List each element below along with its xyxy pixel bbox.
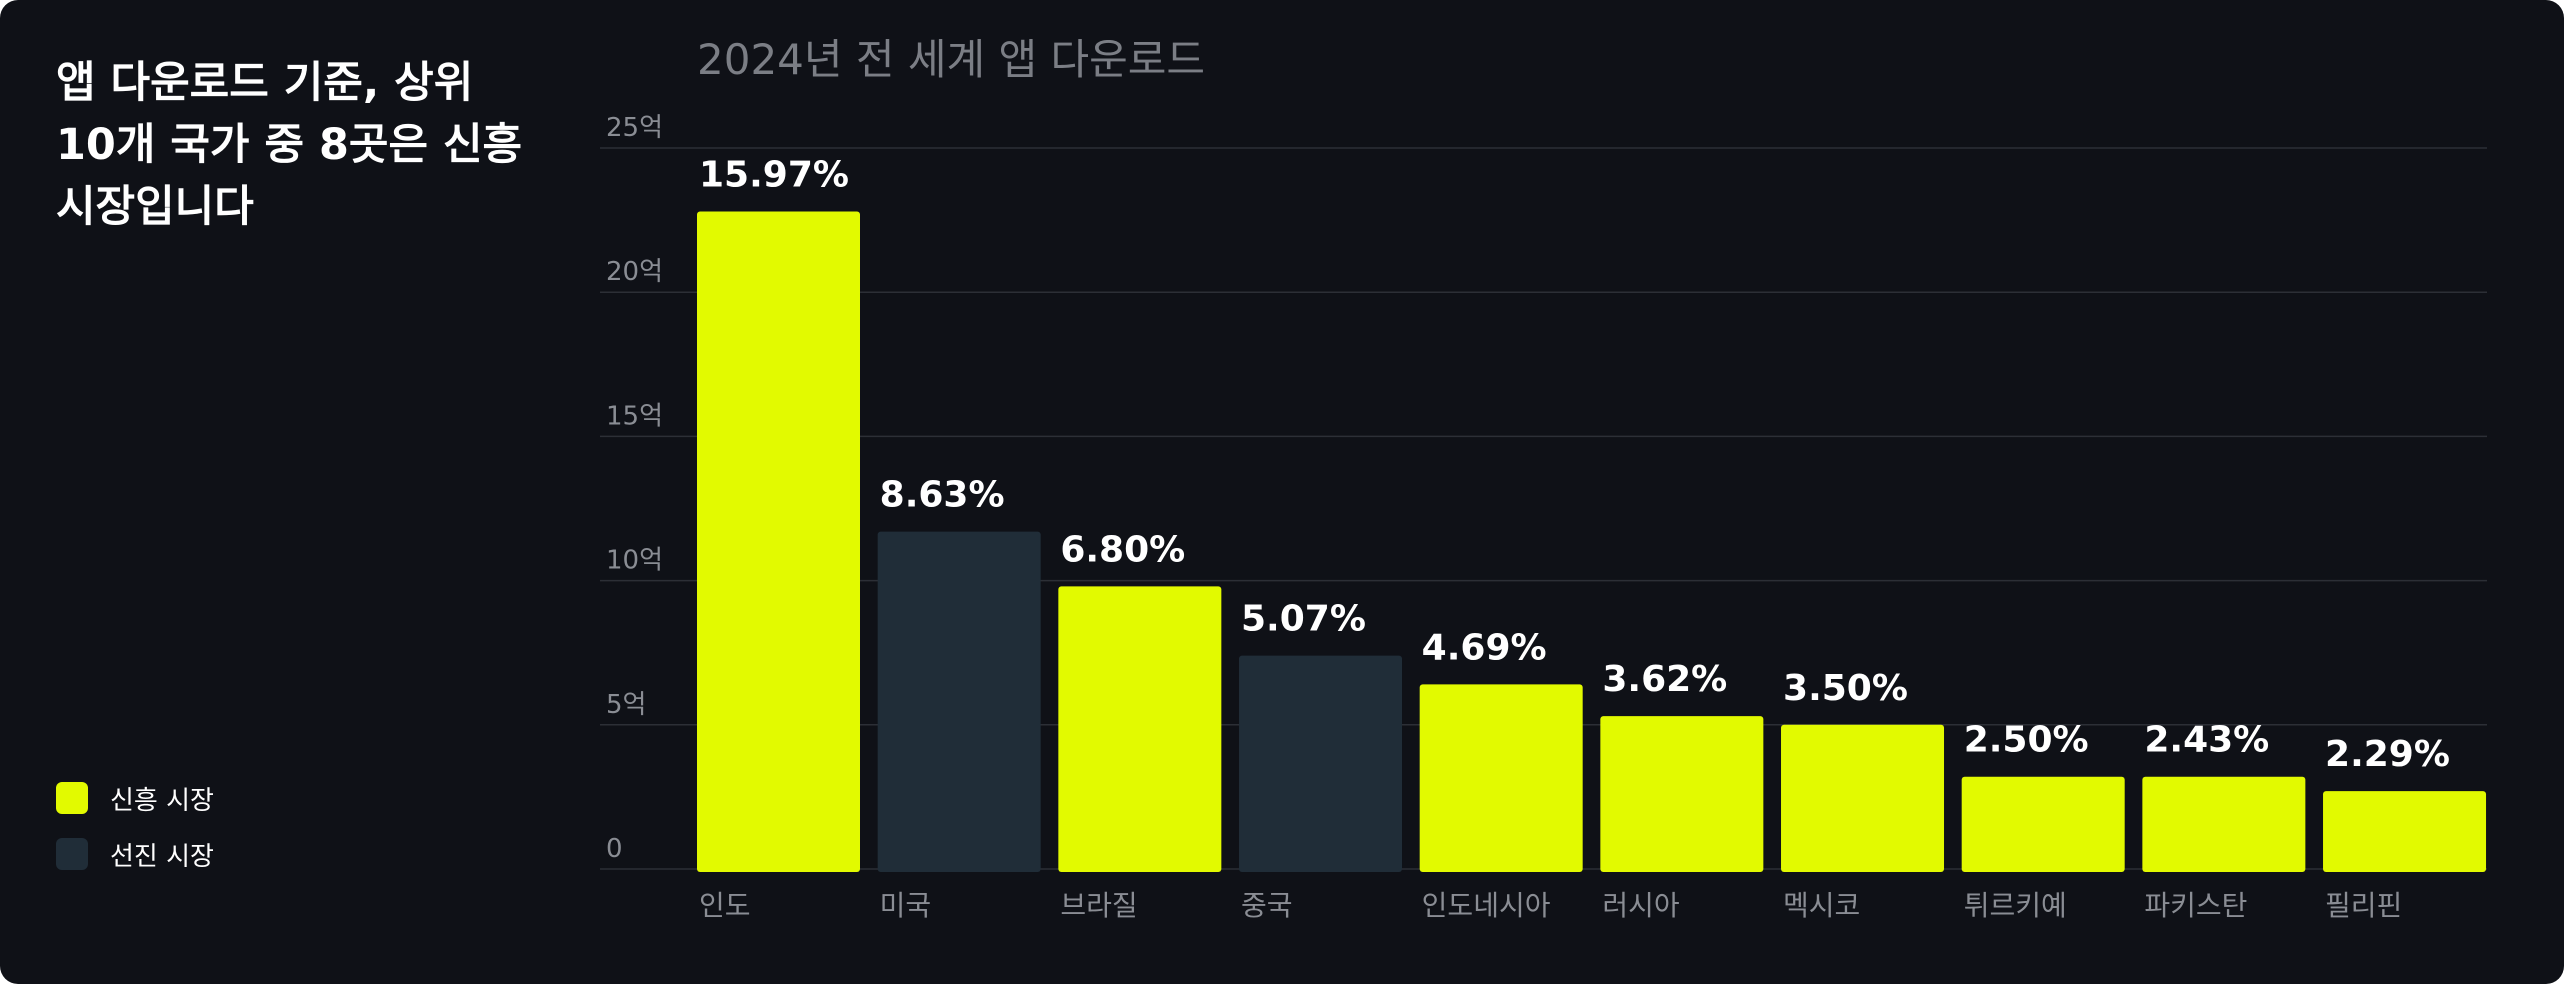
- y-tick-label: 5억: [606, 690, 646, 720]
- category-label: 중국: [1241, 889, 1293, 922]
- category-label: 튀르키예: [1964, 889, 2067, 922]
- data-label: 5.07%: [1241, 599, 1366, 640]
- data-label: 3.50%: [1783, 668, 1908, 709]
- bar: [1600, 716, 1764, 872]
- data-label: 15.97%: [699, 154, 849, 195]
- data-label: 2.50%: [1964, 720, 2089, 761]
- headline: 앱 다운로드 기준, 상위 10개 국가 중 8곳은 신흥 시장입니다: [56, 58, 523, 232]
- data-label: 3.62%: [1602, 659, 1727, 700]
- data-label: 6.80%: [1060, 529, 1185, 570]
- category-label: 브라질: [1060, 889, 1137, 922]
- data-label: 2.43%: [2144, 720, 2269, 761]
- bar: [2323, 791, 2487, 872]
- y-tick-label: 0: [606, 834, 623, 864]
- data-label: 4.69%: [1422, 627, 1547, 668]
- data-label: 8.63%: [880, 475, 1005, 516]
- bar: [697, 211, 860, 872]
- bar: [1781, 724, 1945, 872]
- legend-swatch-emerging: [56, 782, 88, 814]
- legend-item-developed: 선진 시장: [56, 826, 214, 882]
- legend-label-developed: 선진 시장: [110, 841, 214, 872]
- category-label: 러시아: [1602, 889, 1679, 922]
- legend-swatch-developed: [56, 838, 88, 870]
- y-tick-label: 25억: [606, 113, 663, 143]
- legend-item-emerging: 신흥 시장: [56, 770, 214, 826]
- bar: [1961, 776, 2125, 872]
- bar: [1419, 684, 1583, 872]
- data-label: 2.29%: [2325, 734, 2450, 775]
- category-label: 인도네시아: [1422, 889, 1551, 922]
- bar: [1239, 655, 1403, 872]
- category-label: 인도: [699, 889, 751, 922]
- chart-title: 2024년 전 세계 앱 다운로드: [697, 35, 1205, 84]
- legend-label-emerging: 신흥 시장: [110, 785, 214, 816]
- y-tick-label: 20억: [606, 257, 663, 287]
- bar: [877, 531, 1041, 872]
- legend: 신흥 시장 선진 시장: [56, 770, 214, 882]
- y-tick-label: 10억: [606, 546, 663, 576]
- bar: [1058, 586, 1222, 872]
- category-label: 미국: [880, 889, 932, 922]
- category-label: 파키스탄: [2144, 889, 2247, 922]
- category-label: 필리핀: [2325, 889, 2402, 922]
- bar: [2142, 776, 2306, 872]
- y-tick-label: 15억: [606, 401, 663, 431]
- category-label: 멕시코: [1783, 889, 1860, 922]
